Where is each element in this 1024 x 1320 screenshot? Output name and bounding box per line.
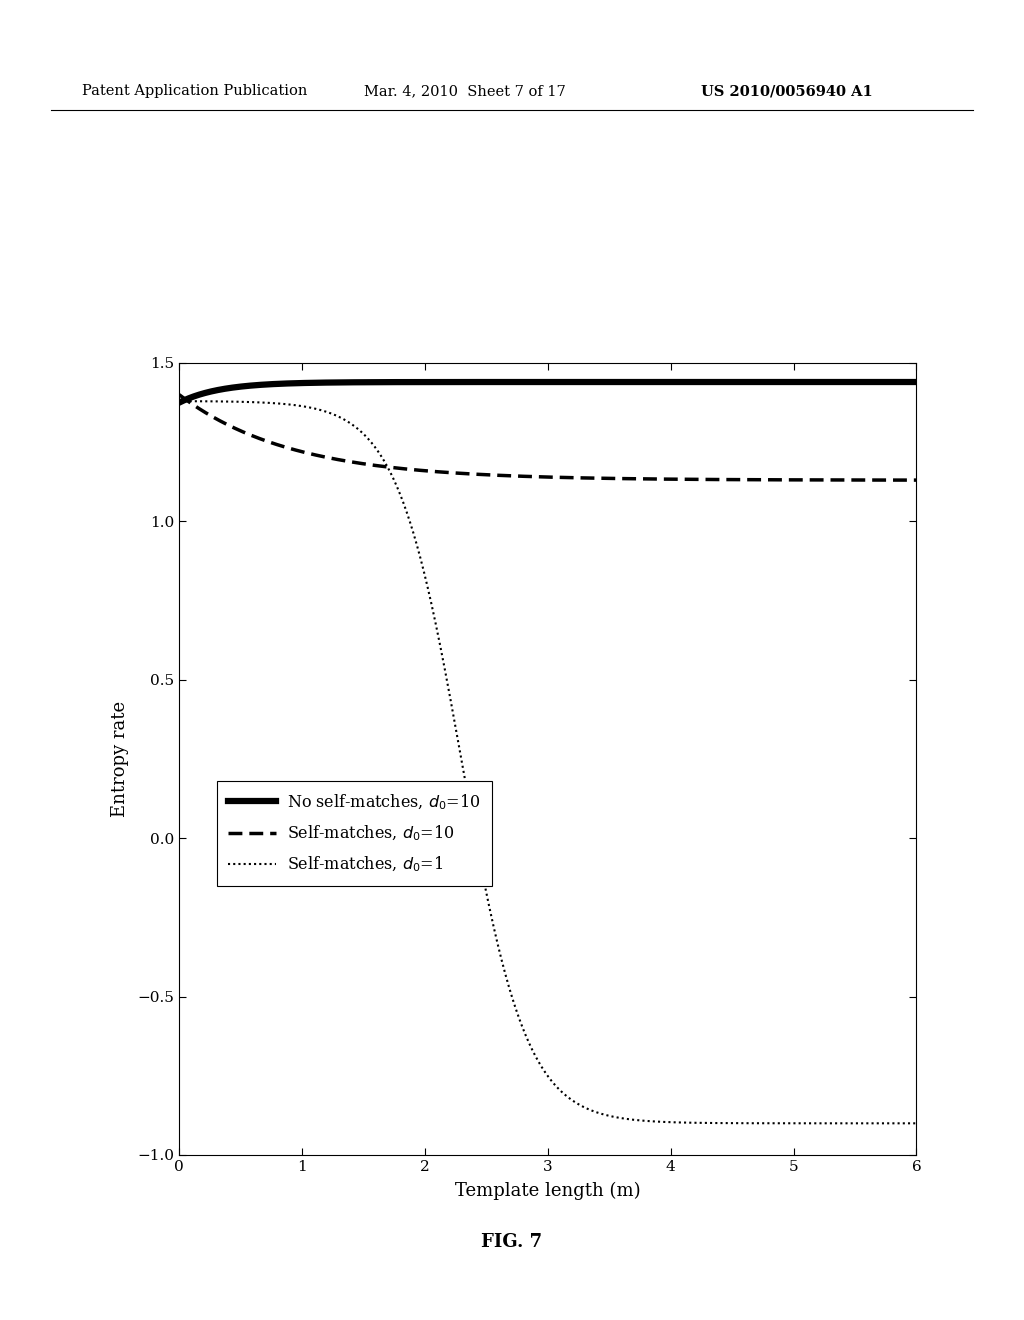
Self-matches, $d_0$=10: [301, 445, 313, 461]
Self-matches, $d_0$=1: [173, 393, 185, 409]
Self-matches, $d_0$=10: [257, 432, 269, 447]
Self-matches, $d_0$=10: [173, 387, 185, 403]
No self-matches, $d_0$=10: [816, 374, 828, 389]
Self-matches, $d_0$=10: [456, 466, 468, 482]
Self-matches, $d_0$=10: [910, 473, 923, 488]
Self-matches, $d_0$=10: [816, 473, 828, 488]
Text: US 2010/0056940 A1: US 2010/0056940 A1: [701, 84, 873, 98]
Self-matches, $d_0$=1: [487, 920, 500, 936]
Self-matches, $d_0$=10: [487, 467, 500, 483]
No self-matches, $d_0$=10: [301, 375, 313, 391]
Line: No self-matches, $d_0$=10: No self-matches, $d_0$=10: [179, 381, 916, 403]
No self-matches, $d_0$=10: [173, 395, 185, 411]
Text: Mar. 4, 2010  Sheet 7 of 17: Mar. 4, 2010 Sheet 7 of 17: [364, 84, 565, 98]
Self-matches, $d_0$=1: [896, 1115, 908, 1131]
No self-matches, $d_0$=10: [896, 374, 908, 389]
Self-matches, $d_0$=1: [816, 1115, 828, 1131]
Self-matches, $d_0$=1: [301, 399, 313, 414]
No self-matches, $d_0$=10: [487, 374, 500, 389]
Line: Self-matches, $d_0$=10: Self-matches, $d_0$=10: [179, 395, 916, 480]
Self-matches, $d_0$=1: [257, 395, 269, 411]
Line: Self-matches, $d_0$=1: Self-matches, $d_0$=1: [179, 401, 916, 1123]
Self-matches, $d_0$=10: [896, 473, 908, 488]
No self-matches, $d_0$=10: [456, 374, 468, 389]
Text: Patent Application Publication: Patent Application Publication: [82, 84, 307, 98]
Self-matches, $d_0$=1: [456, 755, 468, 771]
No self-matches, $d_0$=10: [257, 376, 269, 392]
Text: FIG. 7: FIG. 7: [481, 1233, 543, 1251]
Y-axis label: Entropy rate: Entropy rate: [111, 701, 129, 817]
No self-matches, $d_0$=10: [910, 374, 923, 389]
Self-matches, $d_0$=1: [910, 1115, 923, 1131]
X-axis label: Template length (m): Template length (m): [455, 1183, 641, 1200]
Legend: No self-matches, $d_0$=10, Self-matches, $d_0$=10, Self-matches, $d_0$=1: No self-matches, $d_0$=10, Self-matches,…: [217, 781, 492, 886]
